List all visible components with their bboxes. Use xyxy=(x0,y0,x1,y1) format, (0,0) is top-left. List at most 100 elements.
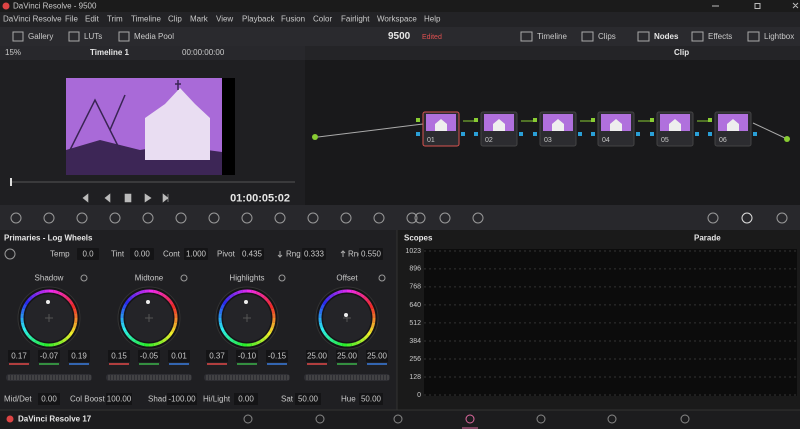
playhead[interactable] xyxy=(10,178,12,186)
palette-icon[interactable] xyxy=(741,212,753,224)
toolbar-button[interactable]: Lightbox xyxy=(764,32,794,41)
wheel-value[interactable]: 25.00 xyxy=(307,352,328,361)
wheel-value-field[interactable] xyxy=(108,350,130,362)
palette-icon[interactable] xyxy=(439,212,451,224)
wheel-value[interactable]: 0.37 xyxy=(209,352,225,361)
control-field[interactable] xyxy=(167,393,197,405)
wheel-value[interactable]: 0.15 xyxy=(111,352,127,361)
wheel-value-field[interactable] xyxy=(68,350,90,362)
master-wheel[interactable] xyxy=(204,374,290,381)
page-tab[interactable] xyxy=(536,414,546,424)
wheel-value[interactable]: 25.00 xyxy=(367,352,388,361)
scope-mode[interactable]: Parade xyxy=(694,234,721,243)
toolbar-icon[interactable] xyxy=(520,31,533,42)
adjustment-value[interactable]: 0.0 xyxy=(82,250,94,259)
toolbar-button[interactable]: Clips xyxy=(598,32,616,41)
menu-item[interactable]: Fusion xyxy=(281,15,305,24)
adjustment-value[interactable]: 0.550 xyxy=(361,250,382,259)
timeline-name[interactable]: Timeline 1 xyxy=(90,48,130,57)
adjustment-value[interactable]: 1.000 xyxy=(186,250,207,259)
transport-controls[interactable] xyxy=(82,193,169,203)
menu-item[interactable]: Fairlight xyxy=(341,15,370,24)
wheel-value-field[interactable] xyxy=(236,350,258,362)
master-wheel[interactable] xyxy=(6,374,92,381)
wheel-puck[interactable] xyxy=(46,300,50,304)
menu-item[interactable]: Mark xyxy=(190,15,209,24)
toolbar-icon[interactable] xyxy=(118,31,130,42)
page-tab[interactable] xyxy=(465,414,475,424)
page-tab[interactable] xyxy=(607,414,617,424)
wheel-value[interactable]: 0.19 xyxy=(71,352,87,361)
master-wheel[interactable] xyxy=(304,374,390,381)
wheel-puck[interactable] xyxy=(244,300,248,304)
toolbar-icon[interactable] xyxy=(12,31,24,42)
wheel-value-field[interactable] xyxy=(206,350,228,362)
wheel-value-field[interactable] xyxy=(138,350,160,362)
menu-item[interactable]: Edit xyxy=(85,15,100,24)
palette-icon[interactable] xyxy=(142,212,154,224)
palette-icon[interactable] xyxy=(707,212,719,224)
menu-item[interactable]: Clip xyxy=(168,15,182,24)
wheel-value[interactable]: 25.00 xyxy=(337,352,358,361)
control-value[interactable]: -100.00 xyxy=(168,395,196,404)
adjustment-value[interactable]: 0.333 xyxy=(304,250,325,259)
menu-item[interactable]: Workspace xyxy=(377,15,417,24)
wheel-value[interactable]: -0.15 xyxy=(268,352,287,361)
wheel-reset[interactable] xyxy=(278,274,286,282)
toolbar-icon[interactable] xyxy=(581,31,594,42)
adjustment-value[interactable]: 0.00 xyxy=(134,250,150,259)
control-value[interactable]: 100.00 xyxy=(107,395,132,404)
adjustment-field[interactable] xyxy=(130,248,154,260)
wheel-value[interactable]: 0.01 xyxy=(171,352,187,361)
palette-icon[interactable] xyxy=(175,212,187,224)
control-value[interactable]: 0.00 xyxy=(238,395,254,404)
palette-icon[interactable] xyxy=(414,212,426,224)
menu-item[interactable]: Help xyxy=(424,15,441,24)
menu-item[interactable]: Trim xyxy=(107,15,123,24)
palette-icon[interactable] xyxy=(472,212,484,224)
viewer-zoom[interactable]: 15% xyxy=(5,48,21,57)
palette-icon[interactable] xyxy=(776,212,788,224)
toolbar-icon[interactable] xyxy=(637,31,650,42)
wheel-value[interactable]: -0.10 xyxy=(238,352,257,361)
palette-icon[interactable] xyxy=(307,212,319,224)
adjustment-field[interactable] xyxy=(302,248,326,260)
palette-icon[interactable] xyxy=(10,212,22,224)
node-mode[interactable]: Clip xyxy=(674,48,689,57)
control-value[interactable]: 50.00 xyxy=(361,395,382,404)
control-field[interactable] xyxy=(38,393,60,405)
palette-icon[interactable] xyxy=(241,212,253,224)
toolbar-button[interactable]: Timeline xyxy=(537,32,567,41)
menu-item[interactable]: Playback xyxy=(242,15,275,24)
control-field[interactable] xyxy=(234,393,258,405)
control-value[interactable]: 0.00 xyxy=(41,395,57,404)
toolbar-button[interactable]: Gallery xyxy=(28,32,53,41)
adjustment-value[interactable]: 0.435 xyxy=(242,250,263,259)
palette-icon[interactable] xyxy=(274,212,286,224)
wheel-value[interactable]: -0.05 xyxy=(140,352,159,361)
wheel-reset[interactable] xyxy=(80,274,88,282)
toolbar-button[interactable]: LUTs xyxy=(84,32,102,41)
palette-icon[interactable] xyxy=(76,212,88,224)
wheel-value-field[interactable] xyxy=(336,350,358,362)
master-wheel[interactable] xyxy=(106,374,192,381)
palette-icon[interactable] xyxy=(43,212,55,224)
page-tab[interactable] xyxy=(393,414,403,424)
wheel-value[interactable]: 0.17 xyxy=(11,352,27,361)
toolbar-icon[interactable] xyxy=(68,31,80,42)
menu-item[interactable]: File xyxy=(65,15,78,24)
wheel-puck[interactable] xyxy=(344,313,348,317)
toolbar-icon[interactable] xyxy=(747,31,760,42)
menu-item[interactable]: Timeline xyxy=(131,15,161,24)
control-field[interactable] xyxy=(295,393,321,405)
wheel-value-field[interactable] xyxy=(168,350,190,362)
wheel-value-field[interactable] xyxy=(306,350,328,362)
control-field[interactable] xyxy=(106,393,132,405)
toolbar-icon[interactable] xyxy=(691,31,704,42)
window-controls[interactable] xyxy=(712,2,799,9)
adjustment-field[interactable] xyxy=(184,248,208,260)
menu-item[interactable]: View xyxy=(216,15,233,24)
page-tab[interactable] xyxy=(243,414,253,424)
page-tab[interactable] xyxy=(315,414,325,424)
palette-icon[interactable] xyxy=(373,212,385,224)
